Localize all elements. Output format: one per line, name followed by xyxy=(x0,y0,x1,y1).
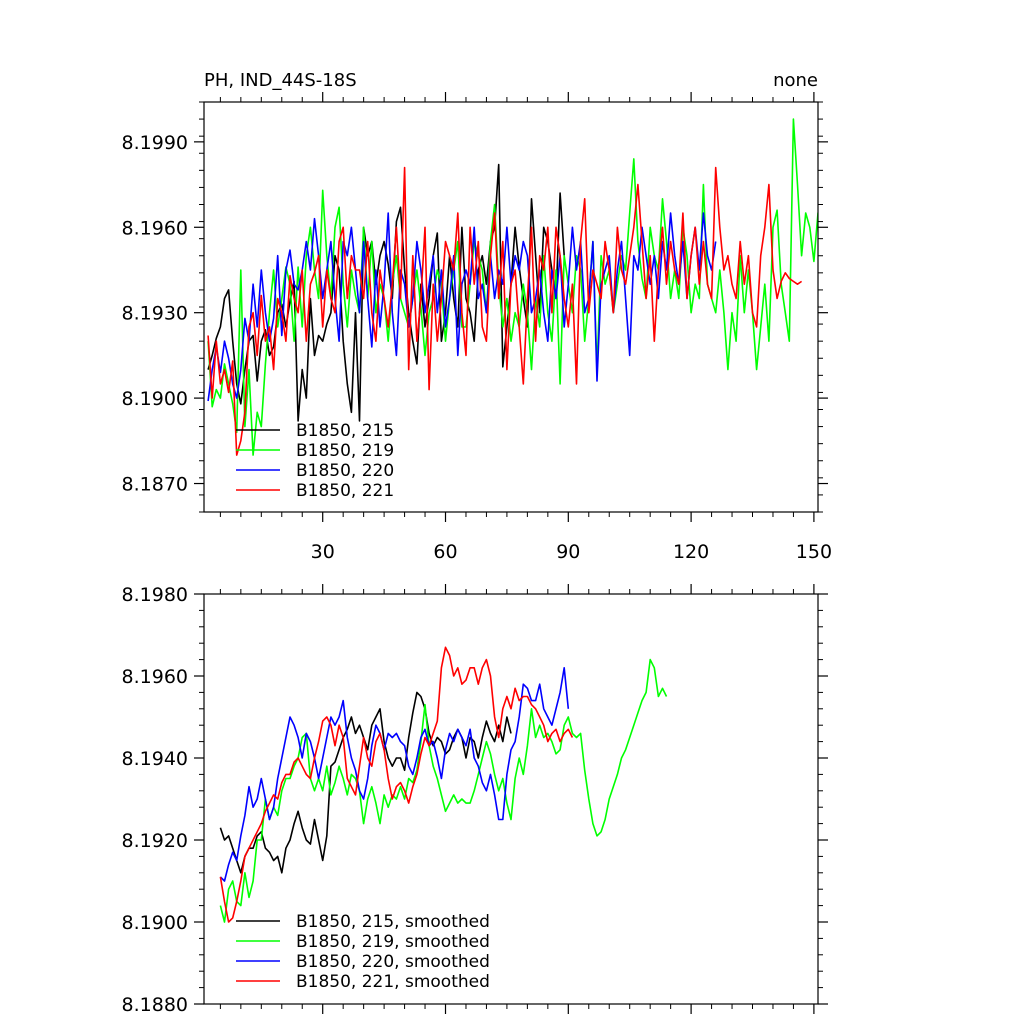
series-line-1 xyxy=(219,691,512,874)
series-group xyxy=(219,646,668,923)
y-tick-label: 8.1870 xyxy=(122,474,188,496)
x-tick-label: 60 xyxy=(433,541,457,563)
legend-label: B1850, 220, smoothed xyxy=(296,952,490,972)
series-line-2 xyxy=(207,118,818,456)
plot-panel-2: 8.1880 8.1900 8.1920 8.1940 8.1960 8.1980 B185… xyxy=(122,584,828,1016)
legend-label: B1850, 220 xyxy=(296,461,394,481)
y-tick-label: 8.1980 xyxy=(122,584,188,606)
series-line-4 xyxy=(219,646,574,923)
y-tick-label: 8.1930 xyxy=(122,303,188,325)
plot-panel-1: 8.1870 8.1900 8.1930 8.1960 8.1990 30 60 90 120 1… xyxy=(122,70,833,563)
plot-frame xyxy=(203,593,819,1005)
legend-label: B1850, 221 xyxy=(296,481,394,501)
y-tick-label: 8.1900 xyxy=(122,912,188,934)
series-line-4 xyxy=(207,166,803,456)
x-tick-label: 120 xyxy=(673,541,709,563)
legend-label: B1850, 215 xyxy=(296,421,394,441)
y-tick-label: 8.1940 xyxy=(122,748,188,770)
y-tick-label: 8.1960 xyxy=(122,217,188,239)
y-tick-label: 8.1960 xyxy=(122,666,188,688)
y-tick-label: 8.1900 xyxy=(122,388,188,410)
legend-label: B1850, 221, smoothed xyxy=(296,972,490,992)
plot-title: PH, IND_44S-18S xyxy=(204,70,357,91)
series-line-3 xyxy=(207,212,717,402)
y-tick-label: 8.1920 xyxy=(122,830,188,852)
plot-title-right: none xyxy=(773,70,818,91)
x-tick-label: 150 xyxy=(796,541,832,563)
series-line-3 xyxy=(219,666,570,882)
series-group xyxy=(207,118,818,456)
legend-label: B1850, 219 xyxy=(296,441,394,461)
y-tick-label: 8.1880 xyxy=(122,994,188,1016)
x-tick-label: 30 xyxy=(311,541,335,563)
legend-label: B1850, 219, smoothed xyxy=(296,932,490,952)
series-line-2 xyxy=(219,658,668,923)
y-tick-label: 8.1990 xyxy=(122,132,188,154)
x-tick-label: 90 xyxy=(556,541,580,563)
legend-label: B1850, 215, smoothed xyxy=(296,912,490,932)
